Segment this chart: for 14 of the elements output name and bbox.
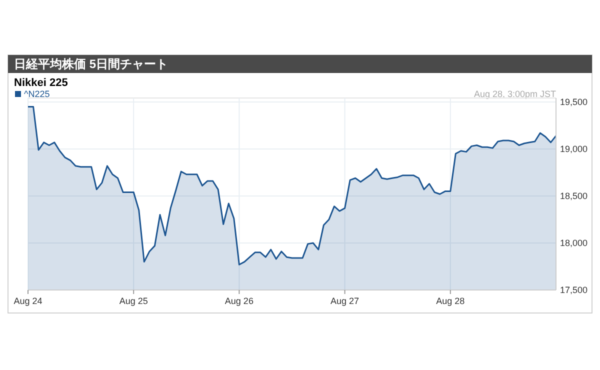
x-tick-label: Aug 24 bbox=[14, 296, 42, 306]
x-tick-label: Aug 25 bbox=[119, 296, 148, 306]
y-tick-label: 19,500 bbox=[560, 97, 588, 107]
y-tick-label: 18,500 bbox=[560, 191, 588, 201]
y-tick-label: 17,500 bbox=[560, 285, 588, 295]
x-tick-label: Aug 27 bbox=[330, 296, 360, 306]
x-tick-label: Aug 28 bbox=[436, 296, 465, 306]
x-tick-label: Aug 26 bbox=[224, 296, 254, 306]
chart-title: 日経平均株価 5日間チャート bbox=[14, 57, 168, 71]
y-tick-label: 19,000 bbox=[560, 144, 588, 154]
y-tick-label: 18,000 bbox=[560, 238, 588, 248]
legend-label: ^N225 bbox=[24, 89, 50, 99]
chart-subtitle: Nikkei 225 bbox=[14, 77, 68, 89]
text: Aug 28, 3:00pm JST bbox=[474, 89, 556, 99]
